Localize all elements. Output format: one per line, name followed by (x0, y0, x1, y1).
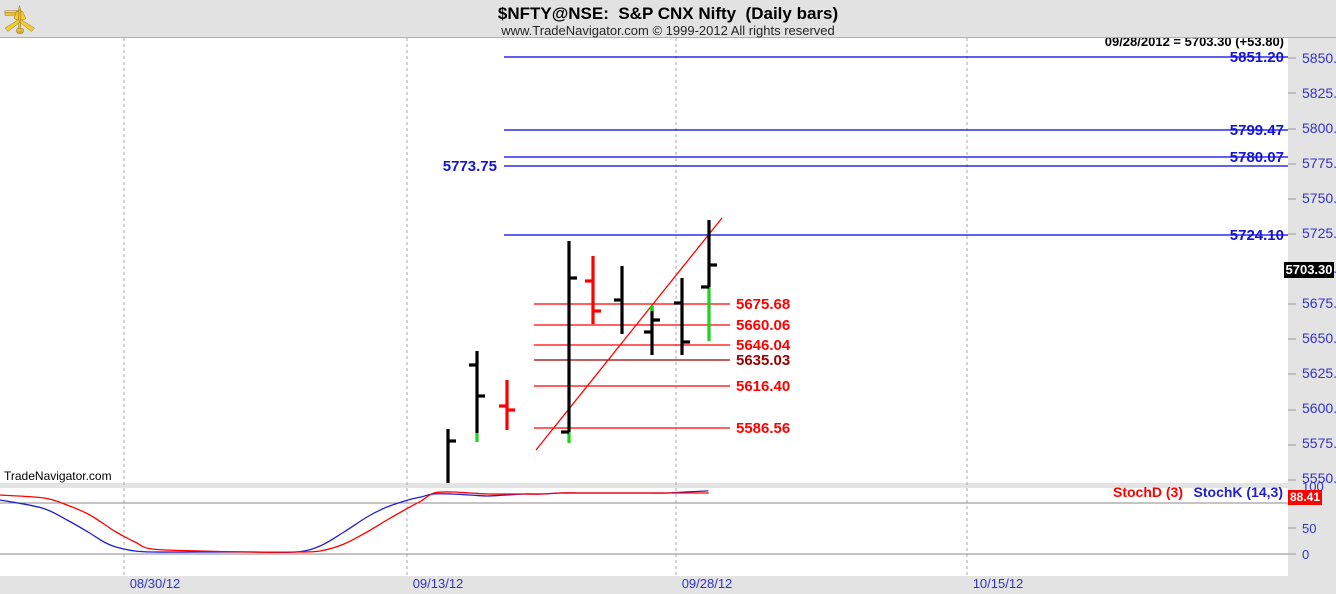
svg-text:5775.00: 5775.00 (1302, 155, 1336, 171)
svg-text:5799.47: 5799.47 (1230, 122, 1284, 139)
svg-text:5724.10: 5724.10 (1230, 227, 1284, 244)
svg-text:5650.00: 5650.00 (1302, 330, 1336, 346)
svg-text:50: 50 (1302, 521, 1316, 536)
svg-text:5635.03: 5635.03 (736, 352, 790, 369)
svg-text:09/28/12: 09/28/12 (682, 576, 733, 591)
svg-text:88.41: 88.41 (1290, 490, 1320, 504)
svg-text:5675.00: 5675.00 (1302, 295, 1336, 311)
svg-text:5800.00: 5800.00 (1302, 120, 1336, 136)
svg-text:5575.00: 5575.00 (1302, 435, 1336, 451)
svg-text:5773.75: 5773.75 (443, 158, 497, 175)
svg-text:TradeNavigator.com: TradeNavigator.com (4, 469, 112, 483)
svg-text:5725.00: 5725.00 (1302, 225, 1336, 241)
svg-text:5780.07: 5780.07 (1230, 149, 1284, 166)
svg-text:5750.00: 5750.00 (1302, 190, 1336, 206)
svg-text:08/30/12: 08/30/12 (130, 576, 181, 591)
svg-text:5625.00: 5625.00 (1302, 365, 1336, 381)
svg-text:5851.20: 5851.20 (1230, 49, 1284, 66)
svg-text:5586.56: 5586.56 (736, 420, 790, 437)
svg-text:StochK (14,3): StochK (14,3) (1194, 484, 1283, 500)
svg-text:5825.00: 5825.00 (1302, 85, 1336, 101)
svg-text:StochD (3): StochD (3) (1113, 484, 1183, 500)
svg-text:5616.40: 5616.40 (736, 378, 790, 395)
svg-text:5675.68: 5675.68 (736, 296, 790, 313)
svg-text:5600.00: 5600.00 (1302, 400, 1336, 416)
svg-text:5850.00: 5850.00 (1302, 50, 1336, 66)
svg-text:0: 0 (1302, 547, 1309, 562)
svg-text:09/13/12: 09/13/12 (413, 576, 464, 591)
svg-text:5703.30: 5703.30 (1286, 262, 1333, 277)
svg-text:5660.06: 5660.06 (736, 317, 790, 334)
svg-text:10/15/12: 10/15/12 (973, 576, 1024, 591)
